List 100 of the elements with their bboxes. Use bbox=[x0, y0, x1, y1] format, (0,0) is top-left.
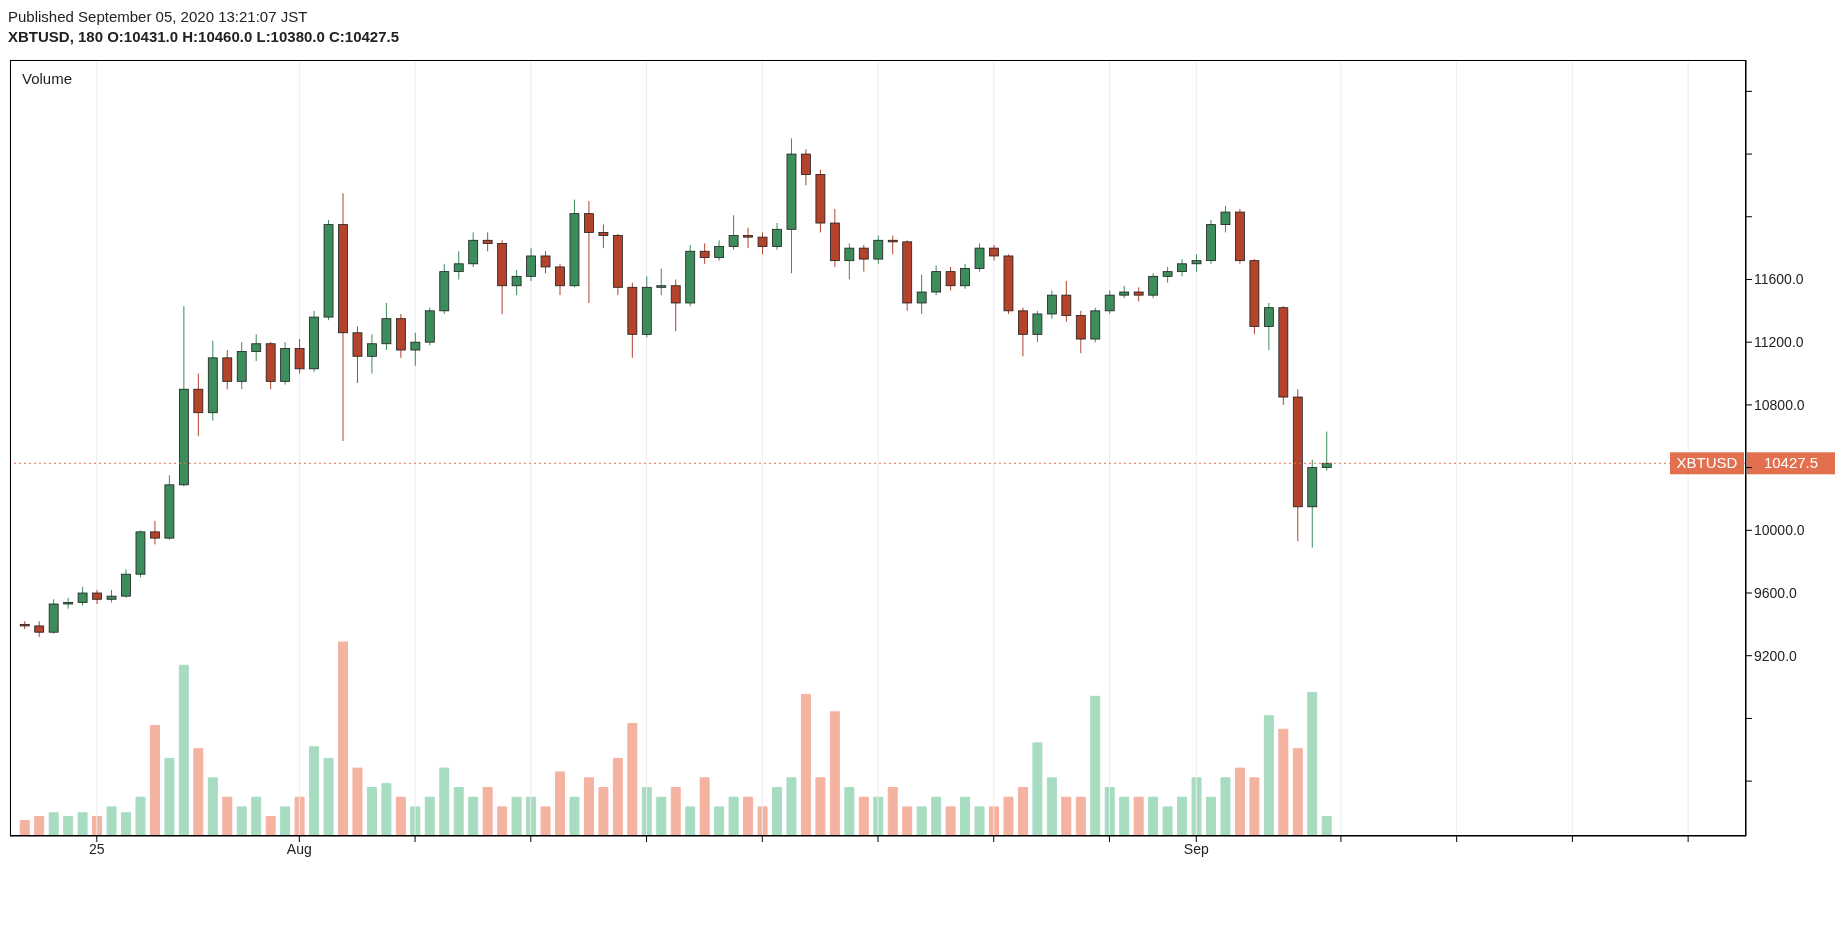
bar bbox=[294, 796, 305, 836]
bar bbox=[236, 806, 247, 836]
bar bbox=[106, 806, 117, 836]
bar bbox=[670, 787, 681, 836]
bar bbox=[19, 819, 30, 836]
x-tick-label: 25 bbox=[89, 840, 105, 857]
bar bbox=[1191, 777, 1202, 836]
bar bbox=[902, 806, 913, 836]
candlestick bbox=[656, 268, 667, 296]
bar bbox=[178, 664, 189, 836]
candlestick bbox=[844, 242, 855, 280]
bar bbox=[280, 806, 291, 836]
bar bbox=[974, 806, 985, 836]
candlestick bbox=[801, 148, 811, 186]
bar bbox=[453, 787, 464, 836]
candlestick bbox=[222, 349, 233, 390]
bar bbox=[1278, 728, 1289, 836]
bar bbox=[1090, 695, 1101, 836]
candlestick bbox=[1075, 310, 1086, 354]
candlestick bbox=[757, 231, 768, 255]
chart-title: Volume bbox=[22, 70, 73, 87]
bar bbox=[497, 806, 508, 836]
bar bbox=[1003, 796, 1014, 836]
bar bbox=[1162, 806, 1173, 836]
chart-title: XBTUSD, 180 O:10431.0 H:10460.0 L:10380.0 C:10427.5 bbox=[8, 28, 401, 47]
candlestick bbox=[121, 568, 131, 599]
bar bbox=[714, 806, 725, 836]
bar bbox=[1148, 796, 1159, 836]
bar bbox=[121, 812, 131, 836]
bar bbox=[323, 757, 334, 836]
bar bbox=[960, 796, 971, 836]
bar bbox=[800, 693, 811, 836]
bar bbox=[338, 641, 348, 836]
bar bbox=[1234, 767, 1245, 836]
candlestick bbox=[931, 264, 942, 296]
candlestick bbox=[1321, 431, 1332, 472]
bar bbox=[829, 711, 840, 836]
candlestick bbox=[728, 214, 739, 251]
bar bbox=[1220, 777, 1231, 836]
candlestick bbox=[482, 231, 493, 252]
candlestick bbox=[772, 222, 782, 251]
candlestick bbox=[584, 200, 594, 304]
x-tick-label: Aug bbox=[286, 840, 312, 857]
candlestick bbox=[555, 263, 565, 296]
y-tick-label: 10800.0 bbox=[1754, 396, 1805, 413]
bar bbox=[728, 796, 739, 836]
bar bbox=[743, 796, 754, 836]
candlestick bbox=[873, 235, 884, 265]
bar bbox=[366, 787, 377, 836]
bar bbox=[265, 816, 276, 836]
bar bbox=[612, 757, 623, 836]
candlestick bbox=[974, 242, 985, 273]
ref-line-label: XBTUSD bbox=[1676, 454, 1738, 472]
bar bbox=[555, 771, 565, 836]
bar bbox=[1249, 777, 1260, 836]
bar bbox=[627, 722, 638, 836]
bar bbox=[251, 796, 262, 836]
candlestick bbox=[540, 250, 551, 274]
bar bbox=[63, 816, 74, 836]
bar bbox=[424, 796, 435, 836]
candlestick bbox=[1032, 310, 1043, 343]
candlestick bbox=[1263, 302, 1274, 351]
candlestick bbox=[511, 269, 522, 296]
bar bbox=[395, 796, 406, 836]
candlestick bbox=[468, 231, 479, 268]
bar bbox=[656, 796, 667, 836]
y-tick-label: 9600.0 bbox=[1754, 584, 1798, 601]
candlestick bbox=[598, 224, 609, 249]
bar bbox=[1177, 796, 1188, 836]
bar bbox=[1075, 796, 1086, 836]
bar bbox=[916, 806, 927, 836]
text: 10427.5 bbox=[1763, 454, 1819, 472]
bar bbox=[844, 787, 855, 836]
bar bbox=[540, 806, 551, 836]
candlestick bbox=[1018, 307, 1028, 357]
bar bbox=[34, 816, 45, 836]
bar bbox=[685, 806, 696, 836]
bar bbox=[1133, 796, 1144, 836]
candlestick bbox=[367, 333, 377, 375]
candlestick bbox=[251, 333, 262, 362]
candlestick bbox=[714, 239, 725, 262]
bar bbox=[583, 777, 594, 836]
bar bbox=[757, 806, 768, 836]
candlestick bbox=[294, 338, 305, 375]
bar bbox=[309, 746, 320, 836]
bar bbox=[207, 777, 218, 836]
candlestick bbox=[63, 597, 74, 610]
bar bbox=[1032, 742, 1043, 836]
bar bbox=[945, 806, 956, 836]
bar bbox=[1292, 748, 1303, 836]
bar bbox=[1206, 796, 1216, 836]
bar bbox=[1046, 777, 1057, 836]
candlestick bbox=[77, 586, 88, 607]
candlestick bbox=[945, 266, 956, 291]
bar bbox=[569, 796, 580, 836]
bar bbox=[381, 783, 392, 836]
bar bbox=[815, 777, 826, 836]
bar bbox=[699, 777, 710, 836]
y-tick-label: 10000.0 bbox=[1754, 522, 1805, 539]
bar bbox=[468, 796, 479, 836]
